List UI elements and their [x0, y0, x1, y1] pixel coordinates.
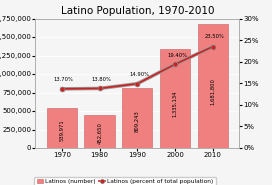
Text: 539,971: 539,971 [59, 119, 64, 141]
Text: 452,650: 452,650 [97, 122, 102, 144]
Text: 19.40%: 19.40% [167, 53, 187, 58]
Bar [122, 88, 153, 148]
Title: Latino Population, 1970-2010: Latino Population, 1970-2010 [61, 6, 214, 16]
Text: 1,681,800: 1,681,800 [211, 79, 215, 105]
Bar [85, 115, 115, 148]
Bar [160, 49, 190, 148]
Text: 13.70%: 13.70% [54, 77, 74, 82]
Text: 23.50%: 23.50% [205, 34, 225, 39]
Text: 809,243: 809,243 [135, 110, 140, 132]
Legend: Latinos (number), Latinos (percent of total population): Latinos (number), Latinos (percent of to… [35, 177, 216, 185]
Bar [198, 23, 228, 148]
Text: 13.80%: 13.80% [92, 77, 112, 82]
Text: 14.90%: 14.90% [129, 72, 149, 77]
Bar [47, 108, 77, 148]
Text: 1,335,134: 1,335,134 [173, 90, 178, 117]
